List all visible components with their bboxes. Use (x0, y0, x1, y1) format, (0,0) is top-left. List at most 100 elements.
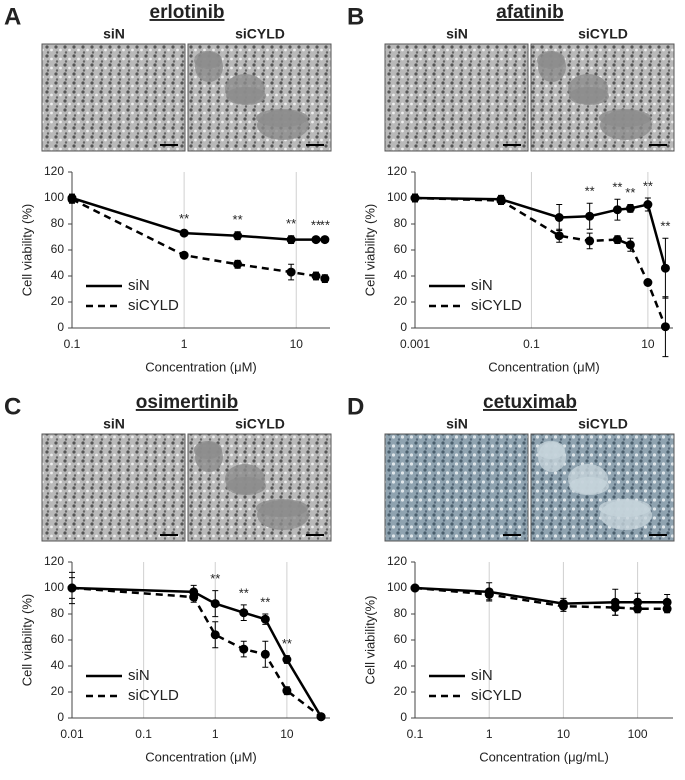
image-label: siCYLD (578, 416, 628, 432)
significance: ** (311, 217, 321, 232)
significance: ** (286, 216, 296, 231)
y-tick-label: 40 (394, 268, 408, 282)
x-tick-label: 10 (290, 337, 304, 351)
x-tick-label: 10 (557, 727, 571, 741)
data-point (282, 686, 292, 696)
legend-label: siCYLD (471, 297, 522, 314)
legend-label: siN (128, 277, 150, 294)
y-tick-label: 60 (51, 242, 65, 256)
y-tick-label: 120 (44, 164, 64, 178)
legend-label: siCYLD (128, 297, 179, 314)
x-tick-label: 0.01 (60, 727, 84, 741)
x-tick-label: 0.001 (400, 337, 430, 351)
series-line (414, 586, 668, 605)
data-point (320, 235, 330, 245)
data-point (260, 614, 270, 624)
panel-label: D (347, 393, 364, 420)
y-tick-label: 60 (51, 632, 65, 646)
data-point (585, 211, 595, 221)
series-line (71, 586, 323, 718)
cell-free-area (538, 442, 566, 472)
significance: ** (660, 219, 670, 234)
significance: ** (260, 594, 270, 609)
y-tick-label: 120 (44, 554, 64, 568)
x-axis-label: Concentration (μg/mL) (479, 749, 609, 764)
series-line (71, 198, 326, 280)
x-tick-label: 10 (280, 727, 294, 741)
image-label: siCYLD (235, 416, 285, 432)
x-axis-label: Concentration (μM) (488, 359, 600, 374)
data-point (320, 274, 330, 284)
image-label: siN (103, 416, 125, 432)
data-point (67, 583, 77, 593)
y-tick-label: 80 (51, 216, 65, 230)
data-point (282, 655, 292, 664)
y-tick-label: 120 (387, 164, 407, 178)
micrograph (41, 43, 186, 152)
y-tick-label: 20 (394, 294, 408, 308)
data-point (233, 231, 243, 241)
x-tick-label: 1 (486, 727, 493, 741)
legend-label: siN (471, 277, 493, 294)
data-point (585, 236, 595, 246)
image-label: siN (446, 26, 468, 42)
x-tick-label: 1 (181, 337, 188, 351)
significance: ** (320, 217, 330, 232)
y-tick-label: 20 (51, 684, 65, 698)
y-axis-label: Cell viability (%) (19, 594, 34, 686)
data-point (189, 592, 199, 602)
significance: ** (612, 180, 622, 195)
x-tick-label: 100 (628, 727, 648, 741)
data-point (410, 583, 420, 593)
legend-label: siCYLD (471, 687, 522, 704)
cell-free-area (195, 52, 223, 82)
data-point (612, 235, 622, 245)
y-axis-label: Cell viability(%) (362, 596, 377, 685)
data-point (496, 196, 506, 206)
data-point (67, 194, 77, 204)
x-tick-label: 10 (641, 337, 655, 351)
y-tick-label: 100 (387, 580, 407, 594)
x-axis-label: Concentration (μM) (145, 359, 257, 374)
x-tick-label: 0.1 (523, 337, 540, 351)
y-tick-label: 0 (400, 320, 407, 334)
data-point (610, 603, 620, 612)
data-point (554, 213, 564, 222)
data-point (210, 630, 220, 640)
panel-title: cetuximab (483, 392, 577, 413)
data-point (612, 205, 622, 215)
y-tick-label: 40 (51, 658, 65, 672)
y-tick-label: 80 (394, 606, 408, 620)
y-tick-label: 60 (394, 242, 408, 256)
data-point (410, 193, 420, 203)
y-tick-label: 20 (51, 294, 65, 308)
image-label: siCYLD (578, 26, 628, 42)
series-line (414, 196, 667, 328)
cell-free-area (538, 52, 566, 82)
cell-free-area (600, 110, 652, 140)
data-point (643, 278, 653, 287)
x-tick-label: 0.1 (64, 337, 81, 351)
x-tick-label: 1 (212, 727, 219, 741)
data-point (239, 608, 249, 618)
data-point (484, 590, 494, 599)
panel-title: osimertinib (136, 392, 238, 413)
significance: ** (282, 636, 292, 651)
data-point (239, 644, 249, 654)
significance: ** (210, 571, 220, 586)
data-point (179, 250, 189, 260)
data-point (286, 235, 296, 245)
significance: ** (625, 185, 635, 200)
y-tick-label: 100 (387, 190, 407, 204)
y-tick-label: 80 (51, 606, 65, 620)
data-point (662, 604, 672, 614)
y-tick-label: 100 (44, 580, 64, 594)
data-point (311, 235, 321, 245)
y-axis-label: Cell viability (%) (362, 204, 377, 296)
data-point (210, 599, 220, 609)
cell-free-area (226, 477, 266, 495)
significance: ** (233, 212, 243, 227)
y-axis-label: Cell viability (%) (19, 204, 34, 296)
data-point (625, 203, 635, 213)
